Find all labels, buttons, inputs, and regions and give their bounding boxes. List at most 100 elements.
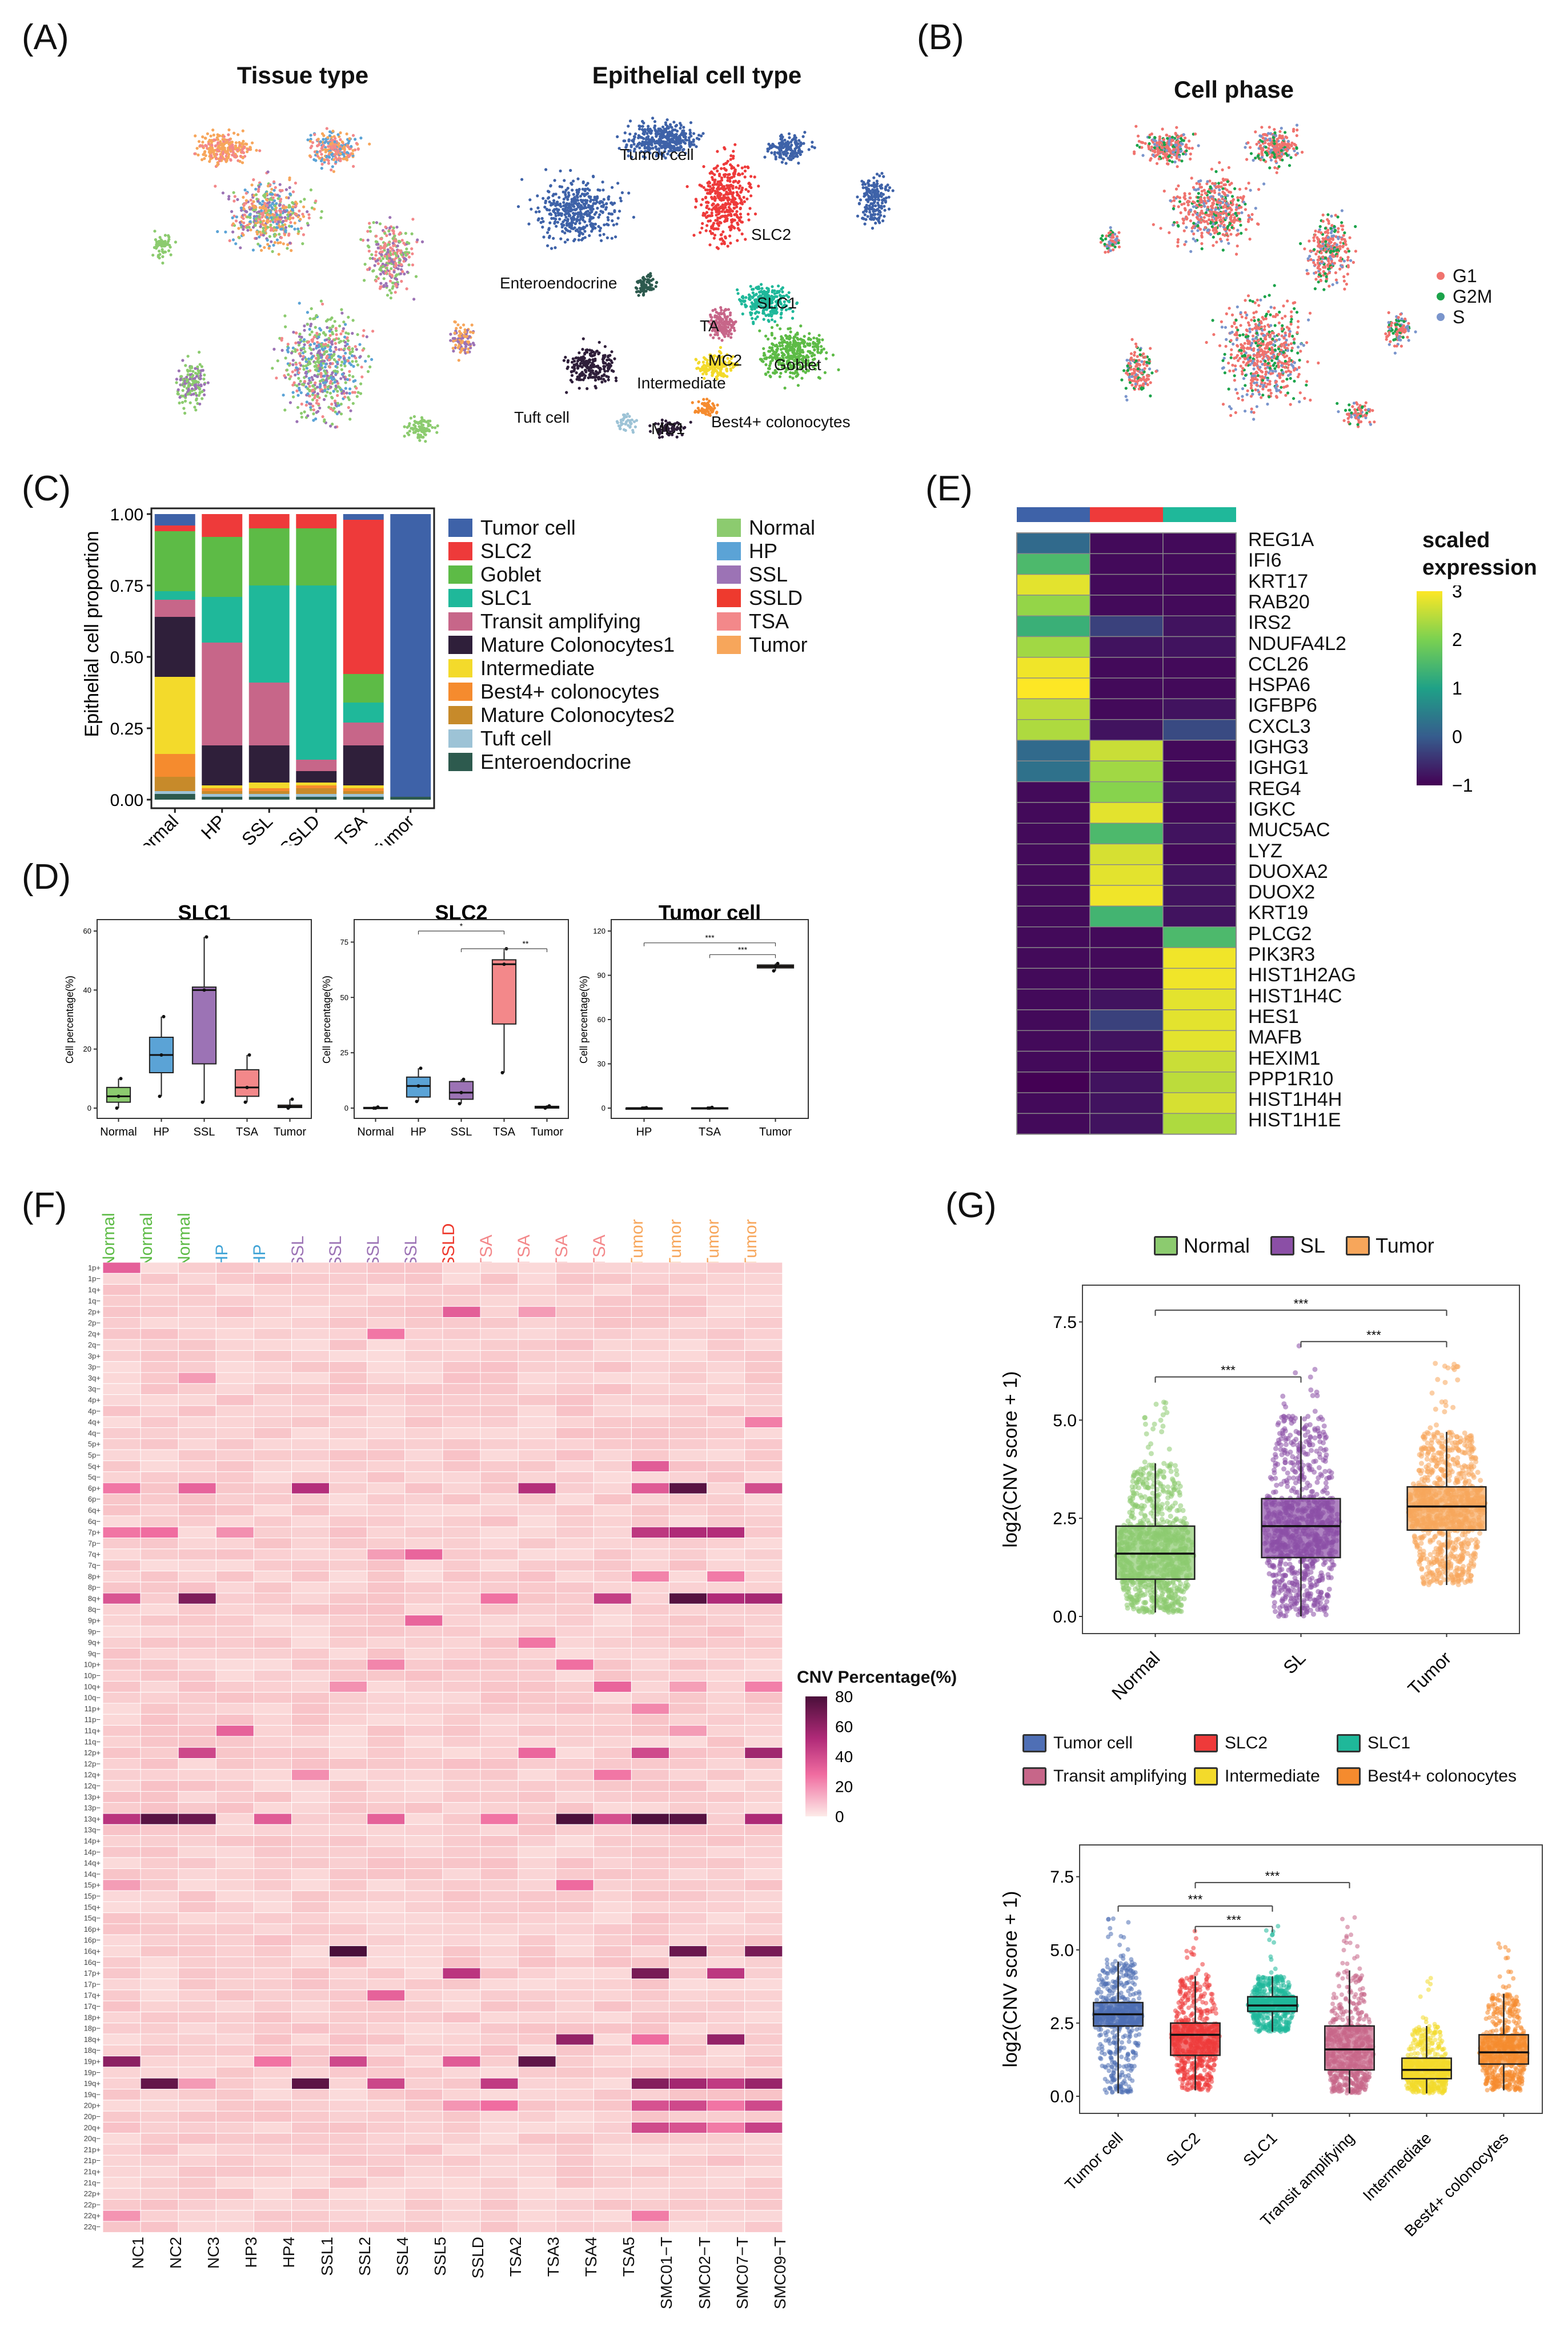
umap-point: [726, 244, 729, 248]
umap-point: [880, 171, 884, 175]
umap-point: [769, 360, 772, 363]
umap-point: [472, 343, 476, 347]
umap-point: [775, 343, 778, 347]
umap-point: [705, 204, 709, 208]
umap-point: [382, 264, 385, 268]
umap-point: [189, 366, 192, 370]
umap-point: [167, 249, 171, 252]
umap-point: [724, 206, 727, 209]
umap-point: [227, 153, 231, 156]
umap-point: [409, 416, 412, 420]
umap-point: [275, 202, 278, 205]
umap-point: [799, 366, 802, 370]
umap-point: [767, 313, 770, 316]
cell-phase-title: Cell phase: [1173, 76, 1294, 103]
umap-point: [583, 236, 587, 239]
umap-point: [323, 366, 327, 369]
umap-point: [740, 302, 743, 306]
umap-point: [784, 370, 788, 374]
umap-point: [334, 146, 337, 149]
umap-point: [299, 200, 302, 203]
umap-point: [244, 210, 247, 213]
umap-point: [719, 350, 722, 354]
umap-point: [567, 194, 571, 197]
umap-point: [687, 139, 691, 142]
umap-point: [256, 199, 260, 203]
umap-point: [730, 176, 733, 179]
umap-point: [314, 361, 317, 364]
umap-point: [762, 318, 765, 321]
umap-point: [727, 210, 731, 214]
umap-point: [709, 365, 712, 368]
umap-point: [670, 137, 673, 141]
umap-point: [322, 378, 325, 382]
umap-point: [729, 163, 732, 167]
umap-point: [334, 387, 337, 391]
umap-point: [724, 236, 727, 240]
umap-point: [729, 154, 733, 158]
umap-point: [203, 393, 206, 396]
umap-point: [454, 320, 457, 324]
umap-point: [869, 190, 872, 193]
umap-point: [365, 335, 368, 339]
umap-point: [329, 318, 332, 321]
umap-point: [355, 387, 358, 390]
umap-point: [335, 412, 339, 416]
umap-point: [340, 308, 343, 311]
umap-point: [570, 183, 574, 186]
umap-point: [288, 241, 292, 245]
umap-point: [330, 376, 333, 379]
umap-point: [722, 333, 725, 336]
umap-point: [199, 144, 202, 147]
umap-point: [520, 178, 524, 181]
umap-point: [310, 376, 314, 379]
umap-point: [319, 372, 323, 375]
umap-point: [344, 387, 347, 390]
umap-point: [767, 290, 770, 294]
umap-point: [793, 335, 797, 338]
umap-point: [716, 326, 720, 330]
umap-point: [232, 131, 236, 135]
umap-point: [463, 328, 467, 331]
umap-point: [255, 230, 259, 234]
umap-point: [203, 383, 206, 386]
umap-point: [332, 350, 336, 354]
umap-point: [234, 219, 238, 223]
umap-point: [324, 350, 327, 354]
umap-point: [708, 188, 712, 191]
umap-point: [326, 326, 329, 329]
umap-point: [695, 358, 698, 362]
umap-point: [870, 184, 873, 187]
umap-point: [270, 216, 273, 219]
umap-point: [722, 194, 725, 197]
umap-point: [311, 340, 314, 343]
umap-point: [310, 352, 313, 355]
umap-point: [552, 199, 556, 202]
umap-point: [456, 323, 460, 327]
umap-point: [331, 153, 334, 156]
umap-point: [335, 333, 338, 336]
umap-point: [786, 140, 789, 143]
umap-point: [366, 268, 370, 271]
umap-point: [242, 145, 246, 149]
umap-point: [788, 338, 791, 341]
umap-point: [791, 351, 795, 354]
umap-point: [877, 203, 880, 207]
umap-point: [636, 144, 639, 148]
umap-point: [280, 236, 283, 239]
umap-point: [242, 227, 245, 231]
umap-point: [597, 224, 600, 228]
umap-point: [270, 227, 274, 230]
umap-point: [536, 194, 539, 198]
umap-point: [420, 430, 423, 434]
umap-point: [552, 201, 556, 204]
umap-point: [351, 375, 355, 378]
umap-point: [707, 201, 710, 204]
umap-point: [771, 289, 775, 292]
umap-point: [325, 338, 328, 342]
umap-point: [384, 225, 387, 229]
umap-point: [288, 401, 292, 404]
umap-point: [392, 226, 395, 230]
umap-point: [779, 137, 783, 141]
umap-point: [601, 205, 605, 208]
